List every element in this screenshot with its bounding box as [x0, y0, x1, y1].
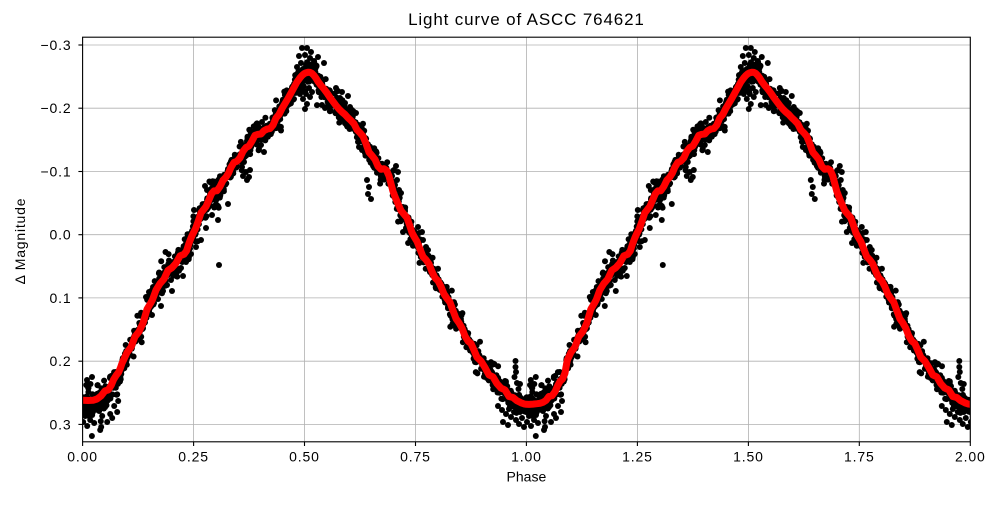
svg-text:0.3: 0.3: [49, 416, 71, 432]
svg-text:0.50: 0.50: [289, 449, 320, 465]
svg-text:0.25: 0.25: [178, 449, 209, 465]
svg-text:−0.1: −0.1: [40, 164, 71, 180]
svg-text:0.0: 0.0: [49, 227, 71, 243]
svg-text:1.50: 1.50: [733, 449, 764, 465]
svg-text:1.75: 1.75: [844, 449, 875, 465]
svg-text:1.25: 1.25: [622, 449, 653, 465]
svg-text:Light curve of ASCC 764621: Light curve of ASCC 764621: [408, 10, 645, 29]
svg-text:1.00: 1.00: [511, 449, 542, 465]
svg-text:0.00: 0.00: [67, 449, 98, 465]
svg-text:2.00: 2.00: [955, 449, 986, 465]
svg-text:0.2: 0.2: [49, 353, 71, 369]
svg-text:0.1: 0.1: [49, 290, 71, 306]
svg-text:Phase: Phase: [507, 469, 547, 485]
svg-text:0.75: 0.75: [400, 449, 431, 465]
svg-text:Δ Magnitude: Δ Magnitude: [12, 198, 28, 285]
svg-text:−0.2: −0.2: [40, 100, 71, 116]
svg-text:−0.3: −0.3: [40, 37, 71, 53]
